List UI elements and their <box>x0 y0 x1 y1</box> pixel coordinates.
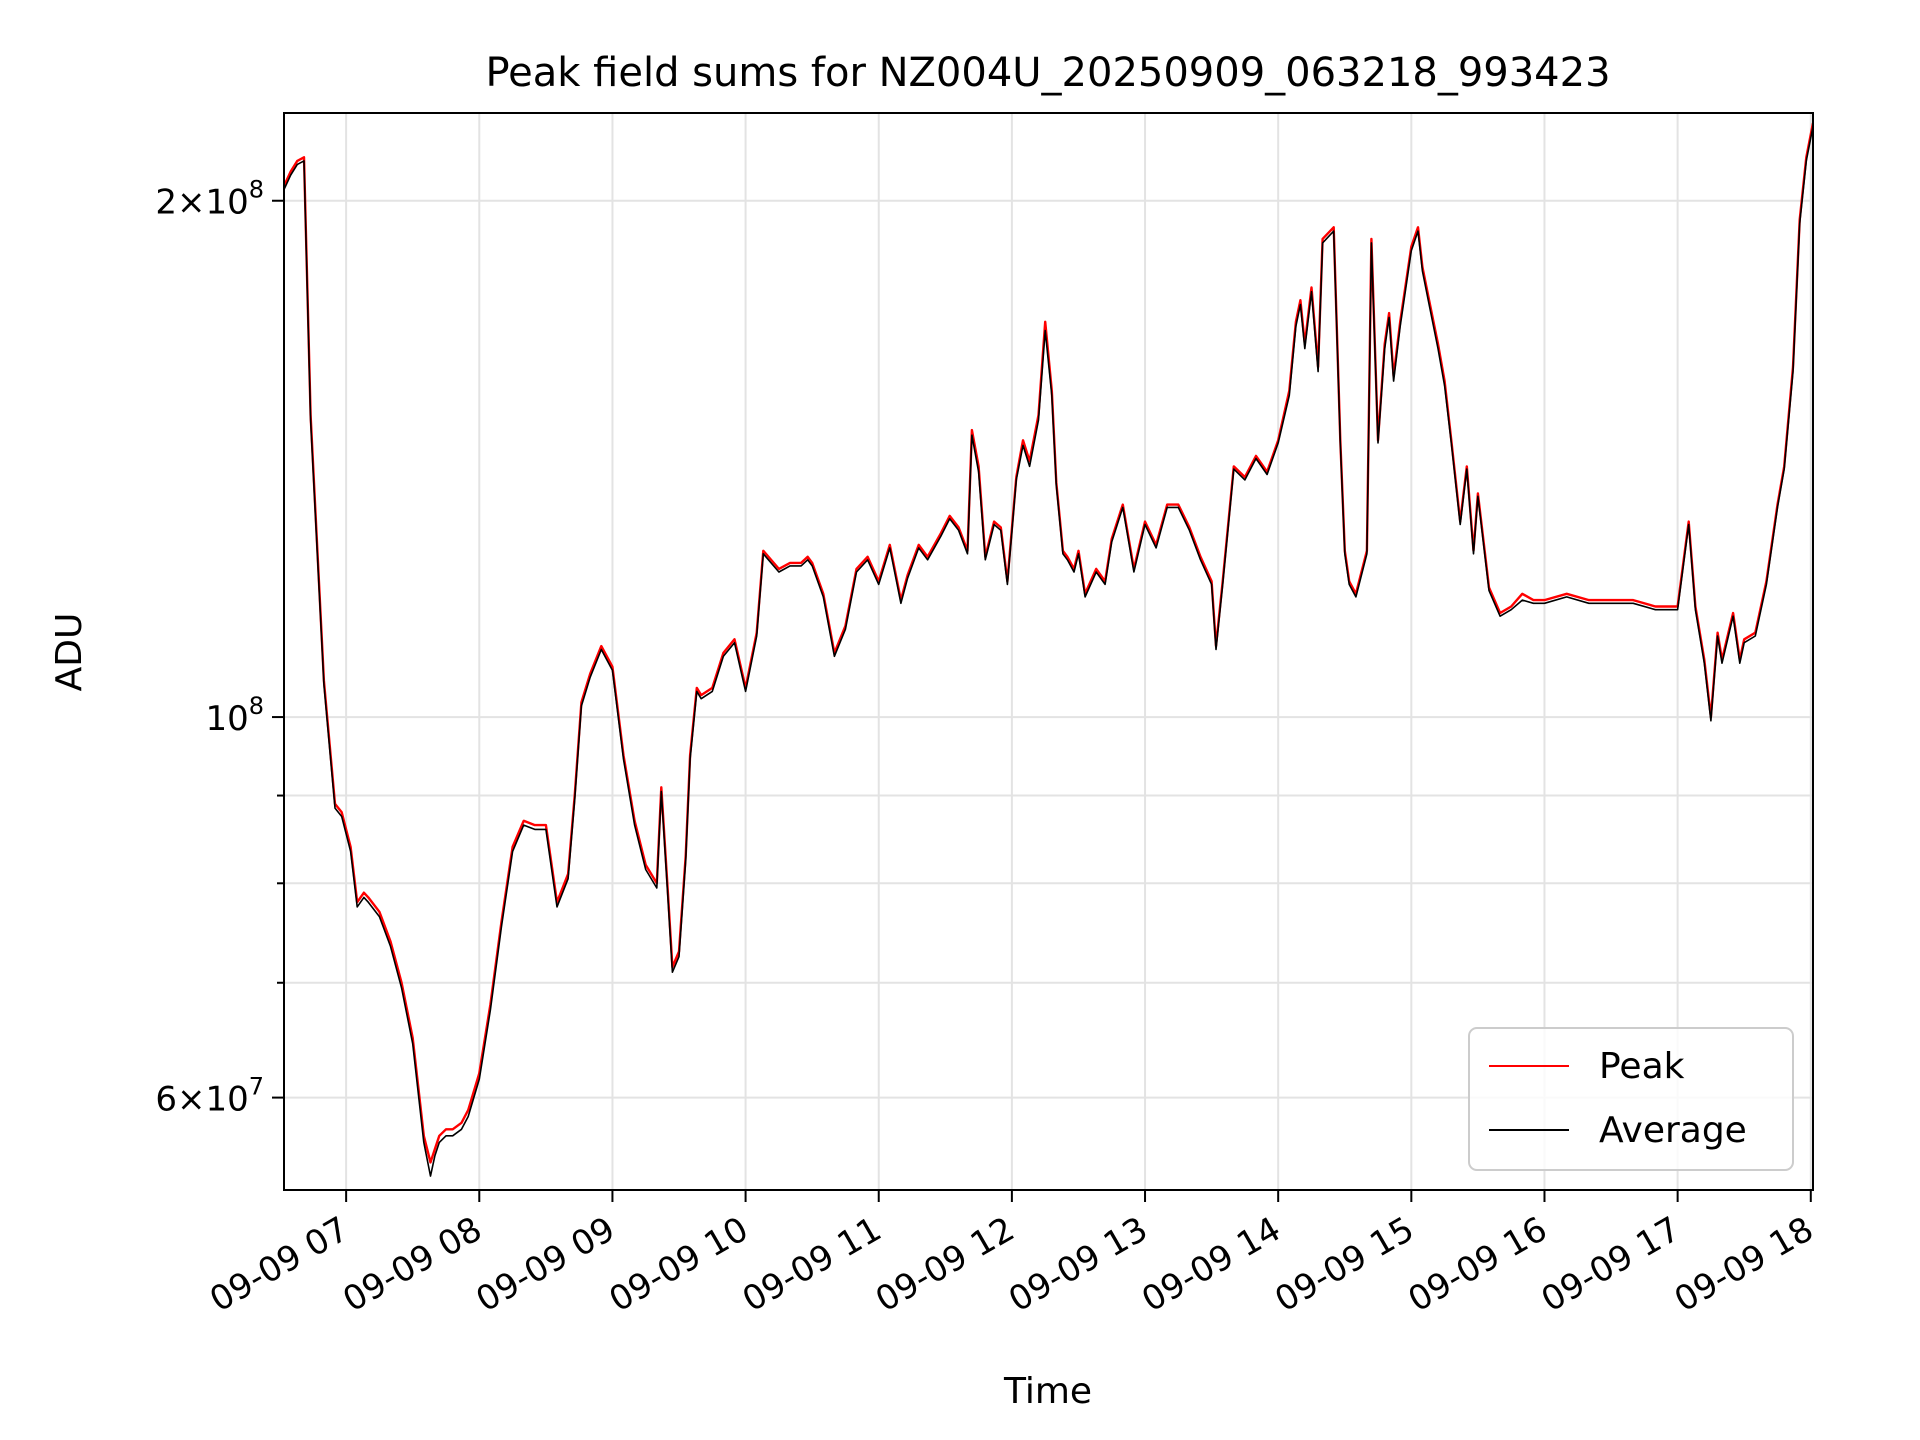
y-axis: 6×107 108 2×108 <box>155 176 284 1120</box>
x-axis-label: Time <box>1003 1371 1092 1412</box>
legend-box <box>1468 1027 1794 1171</box>
y-tick-label: 6×107 <box>155 1073 264 1120</box>
chart-title: Peak field sums for NZ004U_20250909_0632… <box>485 50 1610 96</box>
y-axis-label: ADU <box>49 613 90 692</box>
series-line-average <box>284 126 1813 1177</box>
series-layer <box>284 122 1813 1177</box>
legend-label: Average <box>1599 1110 1747 1151</box>
y-tick-label: 2×108 <box>155 176 264 223</box>
y-tick-label: 108 <box>205 692 264 739</box>
plot-frame <box>283 112 1814 1191</box>
legend: Peak Average <box>1468 1027 1794 1171</box>
legend-label: Peak <box>1599 1046 1685 1087</box>
